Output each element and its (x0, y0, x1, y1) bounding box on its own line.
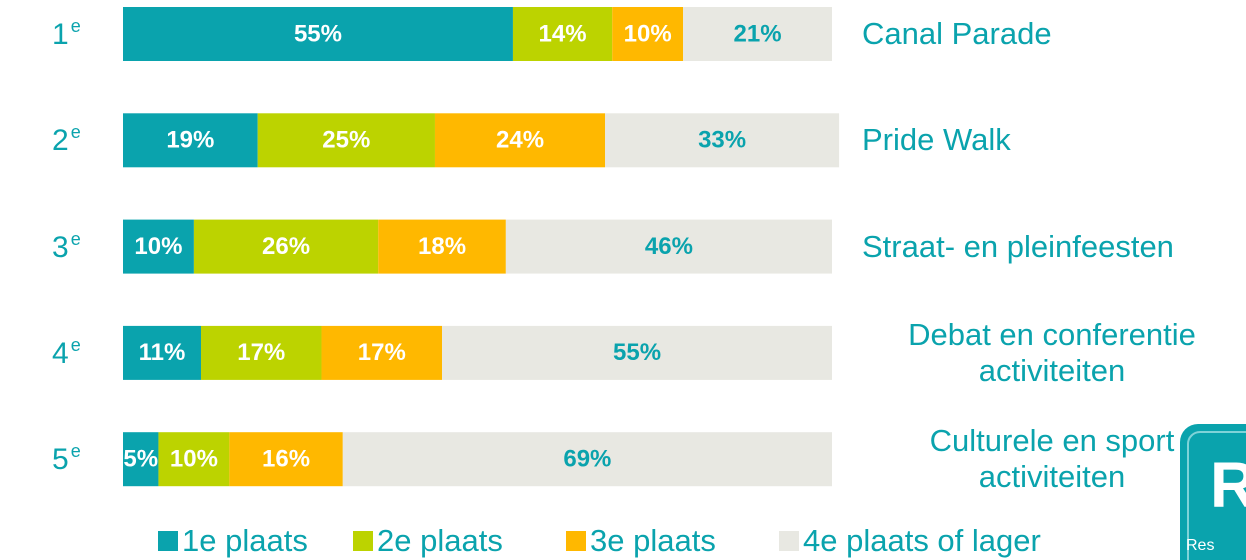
item-label: Canal Parade (862, 16, 1052, 51)
data-label: 25% (322, 127, 370, 154)
bar-segment (123, 432, 159, 487)
bar-segment (683, 7, 832, 61)
bar-segment (605, 113, 840, 168)
bar-segment (434, 113, 606, 168)
bar-segment (505, 219, 832, 274)
legend-swatch (158, 531, 178, 551)
bar-segment (123, 325, 201, 380)
item-label: Debat en conferentie activiteiten (908, 316, 1196, 388)
data-label: 19% (166, 127, 214, 154)
data-label: 46% (645, 233, 693, 260)
logo-letter: R (1210, 449, 1246, 521)
bar-segment (123, 7, 513, 61)
bar-segment (378, 219, 506, 274)
legend-label: 2e plaats (377, 523, 503, 558)
data-label: 69% (563, 446, 611, 473)
data-label: 11% (139, 339, 186, 366)
legend-swatch (353, 531, 373, 551)
bar-segment (229, 432, 343, 487)
data-label: 5% (123, 446, 158, 473)
data-label: 10% (170, 446, 218, 473)
data-label: 26% (262, 233, 310, 260)
data-label: 55% (613, 339, 661, 366)
data-label: 17% (358, 339, 406, 366)
bar-segment (123, 113, 258, 168)
data-label: 10% (624, 20, 672, 47)
bar-segment (442, 325, 832, 380)
data-label: 16% (262, 446, 310, 473)
bar-segment (200, 325, 322, 380)
bar-segment (321, 325, 443, 380)
bar-segment (342, 432, 832, 487)
data-label: 24% (496, 127, 544, 154)
data-label: 21% (734, 20, 782, 47)
bar-segment (123, 219, 194, 274)
data-label: 17% (237, 339, 285, 366)
data-label: 14% (539, 20, 587, 47)
logo-badge (1180, 424, 1246, 560)
data-label: 55% (294, 20, 342, 47)
logo-inner (1187, 431, 1246, 560)
item-label: Straat- en pleinfeesten (862, 228, 1174, 264)
legend-label: 4e plaats of lager (803, 523, 1041, 558)
legend-label: 1e plaats (182, 523, 308, 558)
bar-segment (612, 7, 684, 61)
item-label: Pride Walk (862, 122, 1011, 158)
data-label: 18% (418, 233, 466, 260)
data-label: 33% (698, 127, 746, 154)
item-label: Culturele en sport activiteiten (929, 423, 1175, 495)
legend-label: 3e plaats (590, 523, 716, 558)
legend-swatch (566, 531, 586, 551)
bar-segment (512, 7, 613, 61)
legend-swatch (779, 531, 799, 551)
logo-text: Res (1186, 537, 1214, 554)
logo: R Res (1180, 424, 1246, 560)
bar-segment (193, 219, 379, 274)
bar-segment (257, 113, 435, 168)
bar-segment (158, 432, 230, 487)
data-label: 10% (134, 233, 182, 260)
